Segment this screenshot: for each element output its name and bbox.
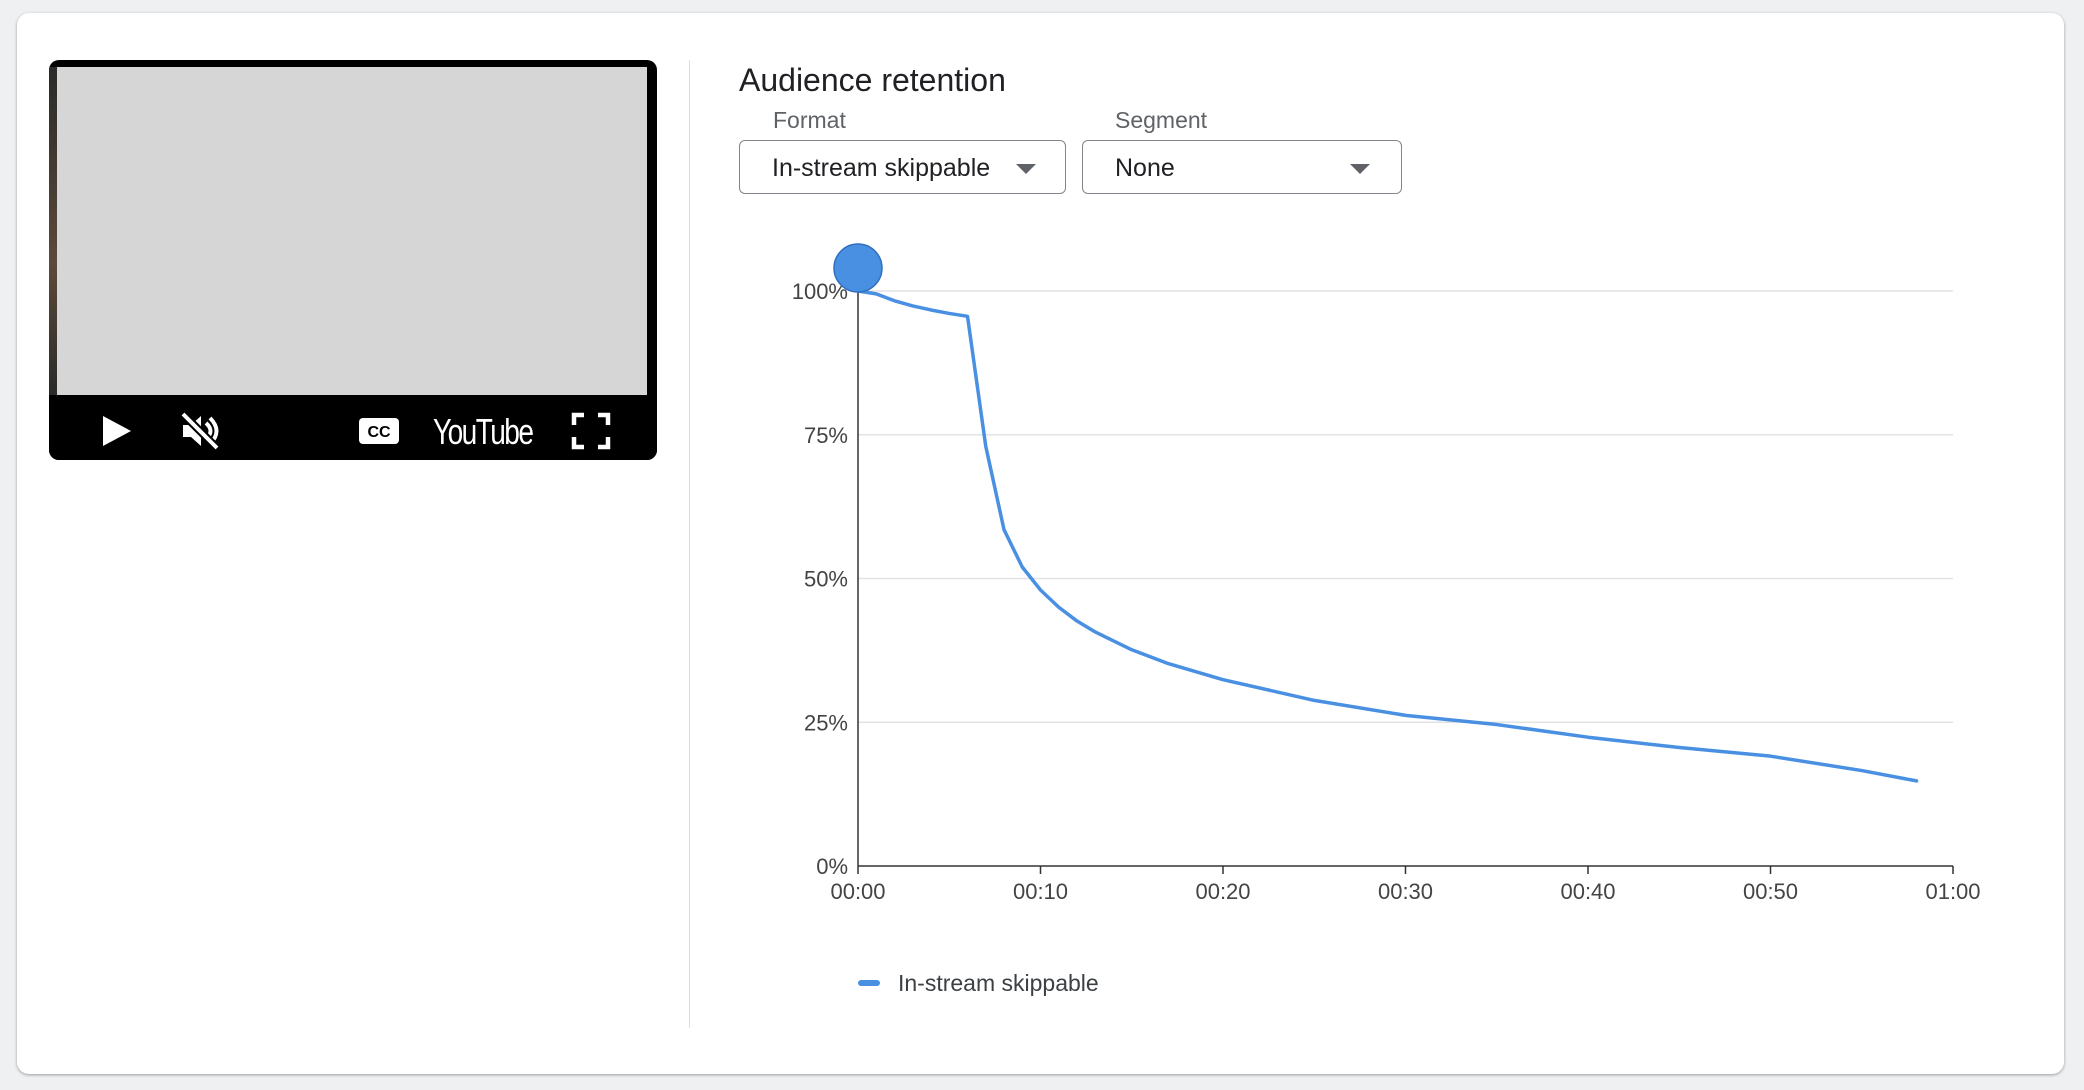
player-controls: CC YouTube — [49, 400, 657, 460]
x-tick-label: 00:10 — [1013, 879, 1068, 904]
video-player[interactable]: CC YouTube — [49, 60, 657, 460]
legend-label: In-stream skippable — [898, 970, 1099, 996]
chevron-down-icon — [1350, 164, 1370, 174]
x-tick-label: 00:40 — [1560, 879, 1615, 904]
current-position-marker — [833, 243, 883, 293]
segment-value: None — [1115, 154, 1175, 182]
video-thumbnail[interactable] — [57, 67, 647, 395]
segment-label: Segment — [1115, 107, 1208, 133]
fullscreen-icon[interactable] — [571, 410, 611, 452]
volume-muted-icon[interactable] — [177, 410, 225, 452]
x-tick-label: 00:20 — [1195, 879, 1250, 904]
format-label: Format — [773, 107, 846, 133]
chart-series — [833, 243, 1919, 783]
x-axis-ticks: 00:00 00:10 00:20 00:30 00:40 00:50 01:00 — [830, 866, 1981, 904]
youtube-logo[interactable]: YouTube — [433, 411, 534, 452]
series-line-in-stream-skippable — [856, 289, 1919, 783]
legend-swatch — [858, 980, 880, 986]
y-tick-label: 50% — [804, 567, 848, 592]
y-axis-ticks: 0%25%50%75%100% — [792, 279, 848, 879]
format-value: In-stream skippable — [772, 154, 991, 182]
format-dropdown[interactable]: In-stream skippable — [739, 140, 1066, 194]
closed-captions-icon[interactable]: CC — [357, 410, 401, 452]
x-tick-label: 00:50 — [1743, 879, 1798, 904]
y-tick-label: 0% — [816, 854, 848, 879]
y-tick-label: 75% — [804, 423, 848, 448]
video-frame-edge — [49, 67, 57, 395]
x-tick-label: 00:00 — [830, 879, 885, 904]
play-icon[interactable] — [101, 410, 133, 452]
segment-dropdown[interactable]: None — [1082, 140, 1402, 194]
chevron-down-icon — [1016, 164, 1036, 174]
panel-divider — [689, 60, 690, 1028]
y-tick-label: 25% — [804, 710, 848, 735]
x-tick-label: 01:00 — [1925, 879, 1980, 904]
chart-gridlines — [858, 290, 1953, 723]
x-tick-label: 00:30 — [1378, 879, 1433, 904]
cc-text: CC — [367, 424, 391, 441]
panel-title: Audience retention — [739, 62, 1006, 98]
